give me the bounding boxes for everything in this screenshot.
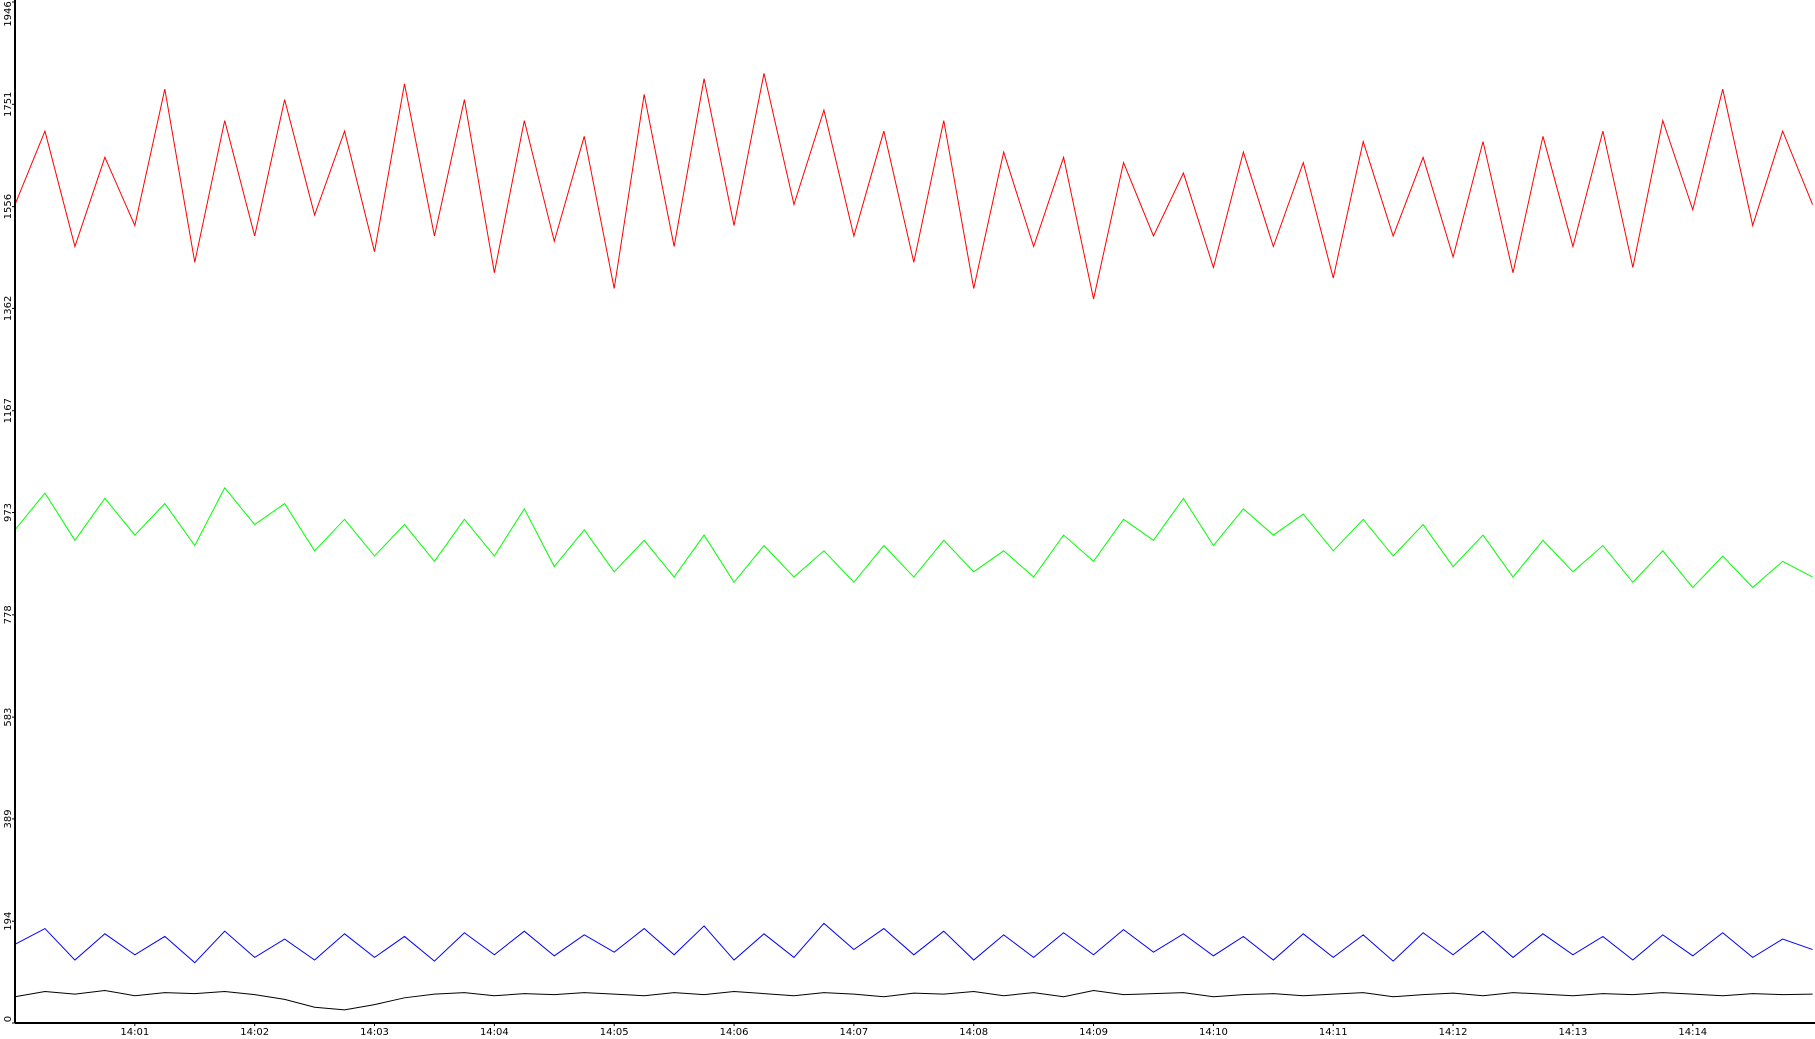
y-tick-label: 194 <box>3 912 14 931</box>
x-tick-label: 14:03 <box>360 1027 389 1038</box>
x-tick-label: 14:04 <box>480 1027 509 1038</box>
y-tick-label: 1362 <box>3 296 14 321</box>
x-tick-label: 14:01 <box>120 1027 149 1038</box>
y-tick-label: 1167 <box>3 398 14 423</box>
x-tick-label: 14:14 <box>1678 1027 1707 1038</box>
y-tick-label: 1556 <box>3 194 14 219</box>
x-tick-label: 14:06 <box>720 1027 749 1038</box>
series-line <box>14 922 1813 964</box>
y-tick-label: 1751 <box>3 92 14 117</box>
x-tick-label: 14:10 <box>1199 1027 1228 1038</box>
x-tick-label: 14:08 <box>959 1027 988 1038</box>
y-tick-label: 1946 <box>3 1 14 26</box>
x-tick-label: 14:09 <box>1079 1027 1108 1038</box>
y-tick-label: 0 <box>3 1016 14 1022</box>
series-line <box>14 73 1814 300</box>
x-tick-label: 14:12 <box>1439 1027 1468 1038</box>
y-tick-label: 389 <box>3 809 14 828</box>
x-tick-label: 14:13 <box>1559 1027 1588 1038</box>
x-tick-label: 14:05 <box>600 1027 629 1038</box>
x-tick-label: 14:02 <box>240 1027 269 1038</box>
series-line <box>14 989 1813 1011</box>
y-tick-label: 973 <box>3 503 14 522</box>
x-tick-label: 14:07 <box>839 1027 868 1038</box>
series-line <box>14 486 1813 589</box>
x-tick-label: 14:11 <box>1319 1027 1348 1038</box>
y-tick-label: 778 <box>3 605 14 624</box>
y-tick-label: 583 <box>3 708 14 727</box>
